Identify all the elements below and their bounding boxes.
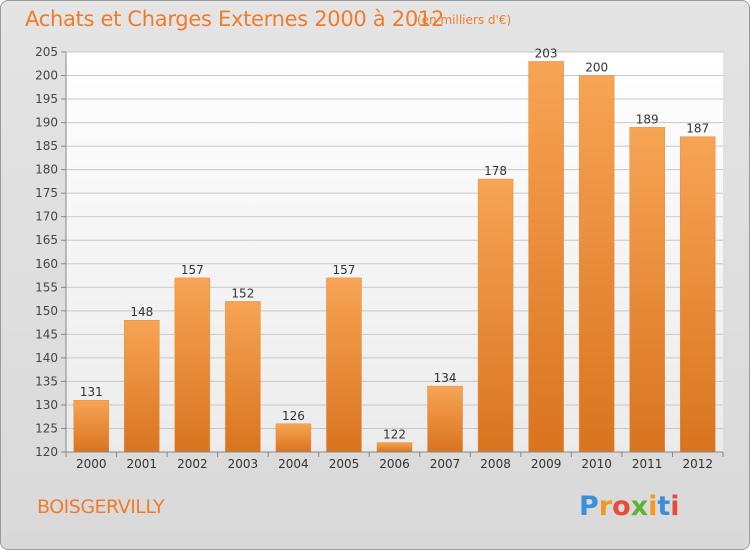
- bar-value-label: 122: [383, 428, 406, 442]
- y-tick-label: 200: [35, 69, 58, 83]
- x-tick-label: 2009: [531, 457, 562, 471]
- y-tick-label: 165: [35, 233, 58, 247]
- proxiti-logo: Proxiti: [579, 491, 680, 522]
- bar-value-label: 157: [333, 263, 356, 277]
- y-tick-label: 120: [35, 445, 58, 459]
- plot-area: [66, 52, 723, 452]
- logo-letter: x: [630, 491, 649, 522]
- y-tick-label: 155: [35, 280, 58, 294]
- y-tick-label: 135: [35, 374, 58, 388]
- bar: [528, 61, 564, 453]
- y-tick-label: 205: [35, 45, 58, 59]
- x-tick-label: 2003: [228, 457, 259, 471]
- chart-title: Achats et Charges Externes 2000 à 2012: [25, 7, 445, 31]
- bar: [477, 178, 514, 453]
- y-tick-label: 140: [35, 351, 58, 365]
- y-tick-label: 195: [35, 92, 58, 106]
- y-tick-label: 180: [35, 163, 58, 177]
- y-tick-label: 150: [35, 304, 58, 318]
- y-tick-label: 170: [35, 210, 58, 224]
- logo-letter: i: [670, 491, 680, 522]
- bar-value-label: 134: [434, 371, 457, 385]
- y-tick-label: 145: [35, 327, 58, 341]
- y-tick-label: 125: [35, 421, 58, 435]
- bar: [427, 385, 463, 453]
- y-tick-label: 185: [35, 139, 58, 153]
- x-tick-label: 2011: [632, 457, 663, 471]
- logo-letter: P: [579, 491, 599, 522]
- x-tick-label: 2006: [379, 457, 410, 471]
- logo-letter: r: [598, 491, 613, 522]
- bar-value-label: 178: [484, 164, 507, 178]
- bar: [225, 301, 261, 453]
- bar-value-label: 131: [80, 385, 103, 399]
- bar-value-label: 187: [686, 122, 709, 136]
- y-tick-label: 160: [35, 257, 58, 271]
- x-tick-label: 2008: [480, 457, 511, 471]
- bar-value-label: 126: [282, 409, 305, 423]
- bar: [73, 399, 110, 453]
- y-tick-label: 130: [35, 398, 58, 412]
- city-name: BOISGERVILLY: [37, 496, 165, 518]
- bar: [376, 442, 413, 453]
- bar-value-label: 157: [181, 263, 204, 277]
- logo-letter: i: [648, 491, 658, 522]
- chart-subtitle: (en milliers d'€): [417, 13, 512, 27]
- x-tick-label: 2012: [682, 457, 713, 471]
- bar-value-label: 148: [130, 305, 153, 319]
- x-tick-label: 2010: [581, 457, 612, 471]
- bar-value-label: 152: [231, 286, 254, 300]
- x-tick-label: 2000: [76, 457, 107, 471]
- bar-value-label: 189: [636, 112, 659, 126]
- x-tick-label: 2007: [430, 457, 461, 471]
- logo-letter: t: [657, 491, 671, 522]
- bar-value-label: 203: [535, 46, 558, 60]
- bar: [174, 277, 211, 453]
- bar: [275, 423, 312, 453]
- y-tick-label: 190: [35, 116, 58, 130]
- x-tick-label: 2002: [177, 457, 208, 471]
- y-tick-label: 175: [35, 186, 58, 200]
- bar: [629, 127, 665, 453]
- logo-letter: o: [612, 491, 631, 522]
- bar: [679, 136, 716, 453]
- x-tick-label: 2004: [278, 457, 309, 471]
- bar: [326, 277, 362, 453]
- x-tick-label: 2001: [127, 457, 158, 471]
- bar-value-label: 200: [585, 61, 608, 75]
- x-tick-label: 2005: [329, 457, 360, 471]
- bar: [124, 319, 160, 453]
- bar: [578, 75, 615, 453]
